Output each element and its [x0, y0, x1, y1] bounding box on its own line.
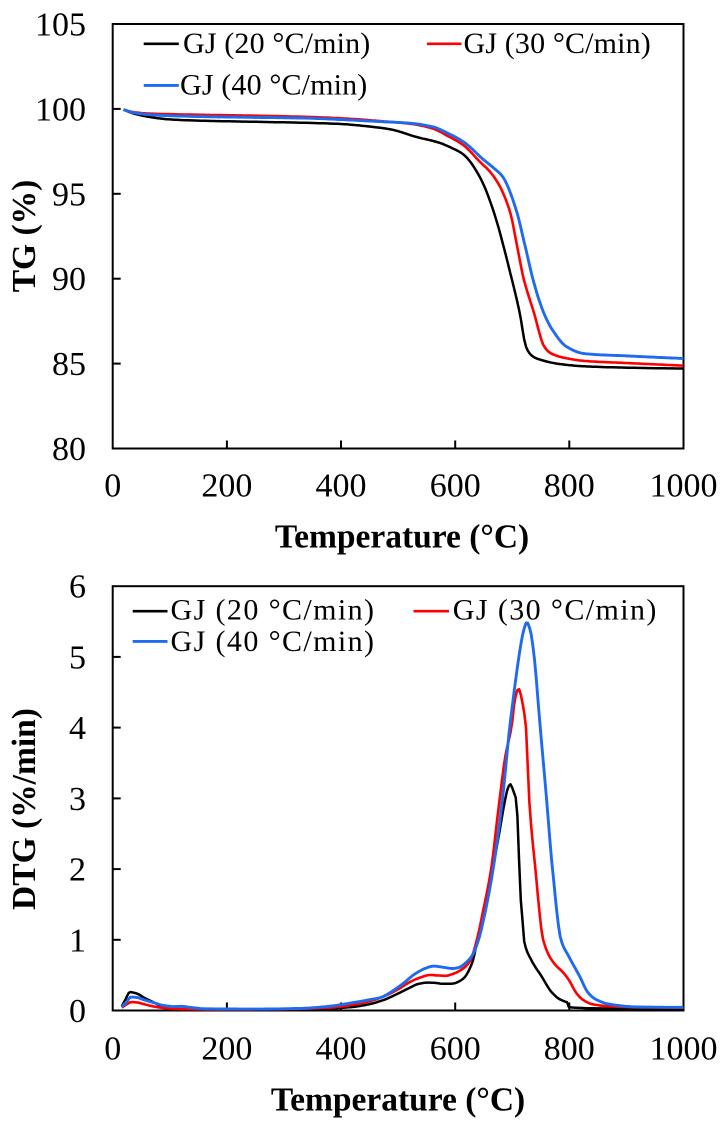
- svg-text:800: 800: [544, 467, 595, 504]
- svg-text:200: 200: [201, 1030, 252, 1067]
- svg-text:6: 6: [69, 569, 86, 606]
- svg-text:80: 80: [52, 431, 86, 468]
- svg-text:GJ (40 °C/min): GJ (40 °C/min): [180, 68, 367, 101]
- svg-text:GJ (30 °C/min): GJ (30 °C/min): [453, 594, 658, 627]
- svg-text:3: 3: [69, 781, 86, 818]
- svg-text:400: 400: [316, 1030, 367, 1067]
- svg-text:600: 600: [430, 1030, 481, 1067]
- svg-text:200: 200: [201, 467, 252, 504]
- svg-text:85: 85: [52, 346, 86, 383]
- svg-text:1000: 1000: [650, 1030, 718, 1067]
- svg-text:800: 800: [544, 1030, 595, 1067]
- svg-text:1: 1: [69, 922, 86, 959]
- svg-text:0: 0: [104, 1030, 121, 1067]
- svg-text:GJ (40 °C/min): GJ (40 °C/min): [171, 625, 376, 658]
- svg-text:95: 95: [52, 176, 86, 213]
- svg-text:Temperature (°C): Temperature (°C): [275, 518, 529, 555]
- svg-text:1000: 1000: [650, 467, 718, 504]
- svg-text:Temperature (°C): Temperature (°C): [271, 1081, 525, 1118]
- svg-text:GJ (20 °C/min): GJ (20 °C/min): [171, 594, 376, 627]
- svg-text:GJ (30 °C/min): GJ (30 °C/min): [464, 27, 651, 60]
- svg-text:0: 0: [104, 467, 121, 504]
- svg-text:GJ (20 °C/min): GJ (20 °C/min): [183, 27, 370, 60]
- svg-text:105: 105: [35, 7, 86, 44]
- svg-text:TG (%): TG (%): [6, 180, 43, 293]
- svg-text:DTG (%/min): DTG (%/min): [6, 708, 43, 910]
- svg-text:5: 5: [69, 639, 86, 676]
- svg-text:400: 400: [316, 467, 367, 504]
- svg-text:600: 600: [430, 467, 481, 504]
- svg-text:90: 90: [52, 261, 86, 298]
- svg-text:0: 0: [69, 993, 86, 1030]
- svg-text:4: 4: [69, 710, 86, 747]
- svg-text:100: 100: [35, 91, 86, 128]
- svg-text:2: 2: [69, 852, 86, 889]
